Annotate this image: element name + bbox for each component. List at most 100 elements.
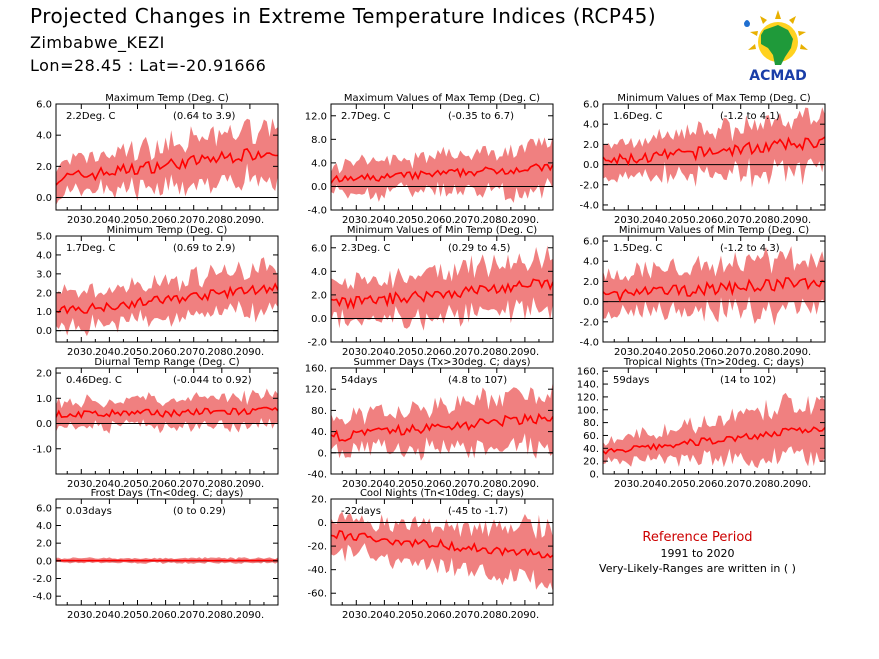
- median-series-line: [331, 412, 553, 442]
- y-tick-label: 4.0: [583, 257, 599, 268]
- y-tick-label: 40.: [311, 427, 327, 438]
- median-series-line: [56, 406, 278, 419]
- chart-panel: 2030. 2040. 2050. 2060. 2070. 2080. 2090. -2.0 0…: [307, 225, 554, 358]
- likely-range-label: (-0.35 to 6.7): [448, 111, 514, 122]
- mean-change-label: 2.3Deg. C: [341, 243, 390, 254]
- x-tick-label: 2050.: [670, 479, 699, 490]
- mean-change-label: 1.6Deg. C: [613, 111, 662, 122]
- x-tick-label: 2030.: [67, 479, 96, 490]
- chart-title: Tropical Nights (Tn>20deg. C; days): [623, 357, 804, 368]
- chart-title: Frost Days (Tn<0deg. C; days): [91, 488, 244, 499]
- x-tick-label: 2080.: [207, 479, 236, 490]
- mean-change-label: 2.2Deg. C: [66, 111, 115, 122]
- plot-frame: [55, 367, 279, 475]
- chart-title: Minimum Values of Min Temp (Deg. C): [347, 225, 537, 236]
- y-tick-label: 2.0: [36, 369, 52, 380]
- x-tick-label: 2030.: [614, 347, 643, 358]
- y-tick-label: 100.: [577, 405, 599, 416]
- y-tick-label: 6.0: [311, 243, 327, 254]
- x-tick-label: 2060.: [698, 215, 727, 226]
- likely-range-band: [331, 135, 553, 203]
- y-tick-label: 120.: [305, 385, 327, 396]
- y-tick-label: 12.0: [305, 111, 327, 122]
- likely-range-band: [603, 392, 825, 469]
- x-tick-label: 2070.: [726, 479, 755, 490]
- x-tick-label: 2080.: [207, 610, 236, 621]
- median-series-line: [603, 136, 825, 167]
- chart-panel: 2030. 2040. 2050. 2060. 2070. 2080. 2090. -1.0 0…: [32, 357, 279, 490]
- x-tick-label: 2060.: [151, 347, 180, 358]
- likely-range-label: (14 to 102): [720, 375, 776, 386]
- chart-title: Diurnal Temp Range (Deg. C): [94, 357, 239, 368]
- y-tick-label: 2.0: [36, 288, 52, 299]
- chart-title: Maximum Values of Max Temp (Deg. C): [344, 93, 540, 104]
- median-series-line: [331, 163, 553, 184]
- x-tick-label: 2040.: [95, 479, 124, 490]
- y-tick-label: 120.: [577, 392, 599, 403]
- x-tick-label: 2040.: [370, 479, 399, 490]
- water-drop-icon: [744, 20, 750, 27]
- mean-change-label: 0.46Deg. C: [66, 375, 122, 386]
- x-tick-label: 2090.: [236, 479, 265, 490]
- y-tick-label: 160.: [305, 364, 327, 375]
- mean-change-label: 59days: [613, 375, 649, 386]
- y-tick-label: 20.: [583, 457, 599, 468]
- plot-frame: [330, 235, 554, 343]
- x-tick-label: 2040.: [370, 215, 399, 226]
- chart-panel: 2030. 2040. 2050. 2060. 2070. 2080. 2090. -40. 0…: [305, 357, 554, 490]
- plot-frame: [602, 367, 826, 475]
- mean-change-label: 2.7Deg. C: [341, 111, 390, 122]
- y-tick-label: 160.: [577, 367, 599, 378]
- x-tick-label: 2070.: [454, 347, 483, 358]
- x-tick-label: 2080.: [482, 479, 511, 490]
- y-tick-label: 0.0: [583, 160, 599, 171]
- chart-panel: 2030. 2040. 2050. 2060. 2070. 2080. 2090. -60. -…: [307, 488, 554, 621]
- chart-panel: 2030. 2040. 2050. 2060. 2070. 2080. 2090. -4.0 -…: [32, 488, 279, 621]
- x-tick-label: 2040.: [370, 610, 399, 621]
- x-tick-label: 2050.: [123, 610, 152, 621]
- y-tick-label: 20.: [311, 495, 327, 506]
- y-tick-label: 0.0: [311, 314, 327, 325]
- x-tick-label: 2030.: [67, 347, 96, 358]
- x-tick-label: 2030.: [342, 215, 371, 226]
- x-tick-label: 2080.: [754, 479, 783, 490]
- y-tick-label: -40.: [307, 470, 327, 481]
- x-tick-label: 2040.: [95, 215, 124, 226]
- reference-title: Reference Period: [642, 530, 753, 545]
- x-tick-label: 2050.: [123, 479, 152, 490]
- mean-change-label: 1.5Deg. C: [613, 243, 662, 254]
- page-title: Projected Changes in Extreme Temperature…: [30, 4, 657, 28]
- x-tick-label: 2060.: [151, 215, 180, 226]
- y-tick-label: 4.0: [36, 131, 52, 142]
- y-tick-label: 4.0: [311, 158, 327, 169]
- x-tick-label: 2080.: [754, 215, 783, 226]
- y-tick-label: 0.0: [583, 297, 599, 308]
- x-tick-label: 2080.: [482, 610, 511, 621]
- plot-frame: [55, 498, 279, 606]
- y-tick-label: 6.0: [36, 100, 52, 111]
- y-tick-label: -2.0: [579, 180, 599, 191]
- likely-range-label: (-45 to -1.7): [448, 506, 508, 517]
- chart-panel: 2030. 2040. 2050. 2060. 2070. 2080. 2090. 0.0 1.…: [36, 225, 279, 358]
- plot-frame: [55, 235, 279, 343]
- median-series-line: [331, 278, 553, 310]
- plot-frame: [330, 498, 554, 606]
- x-tick-label: 2040.: [642, 479, 671, 490]
- y-tick-label: -60.: [307, 589, 327, 600]
- x-tick-label: 2050.: [670, 347, 699, 358]
- plot-frame: [330, 367, 554, 475]
- likely-range-band: [56, 118, 278, 206]
- y-tick-label: 0.0: [36, 419, 52, 430]
- x-tick-label: 2060.: [426, 479, 455, 490]
- x-tick-label: 2030.: [342, 479, 371, 490]
- x-tick-label: 2070.: [726, 215, 755, 226]
- x-tick-label: 2040.: [370, 347, 399, 358]
- y-tick-label: 8.0: [311, 135, 327, 146]
- median-series-line: [56, 282, 278, 315]
- x-tick-label: 2070.: [454, 610, 483, 621]
- chart-panel: 2030. 2040. 2050. 2060. 2070. 2080. 2090. -4.0 -…: [579, 93, 826, 226]
- likely-range-band: [603, 246, 825, 326]
- y-tick-label: -4.0: [579, 338, 599, 349]
- x-tick-label: 2070.: [454, 479, 483, 490]
- y-tick-label: -4.0: [32, 592, 52, 603]
